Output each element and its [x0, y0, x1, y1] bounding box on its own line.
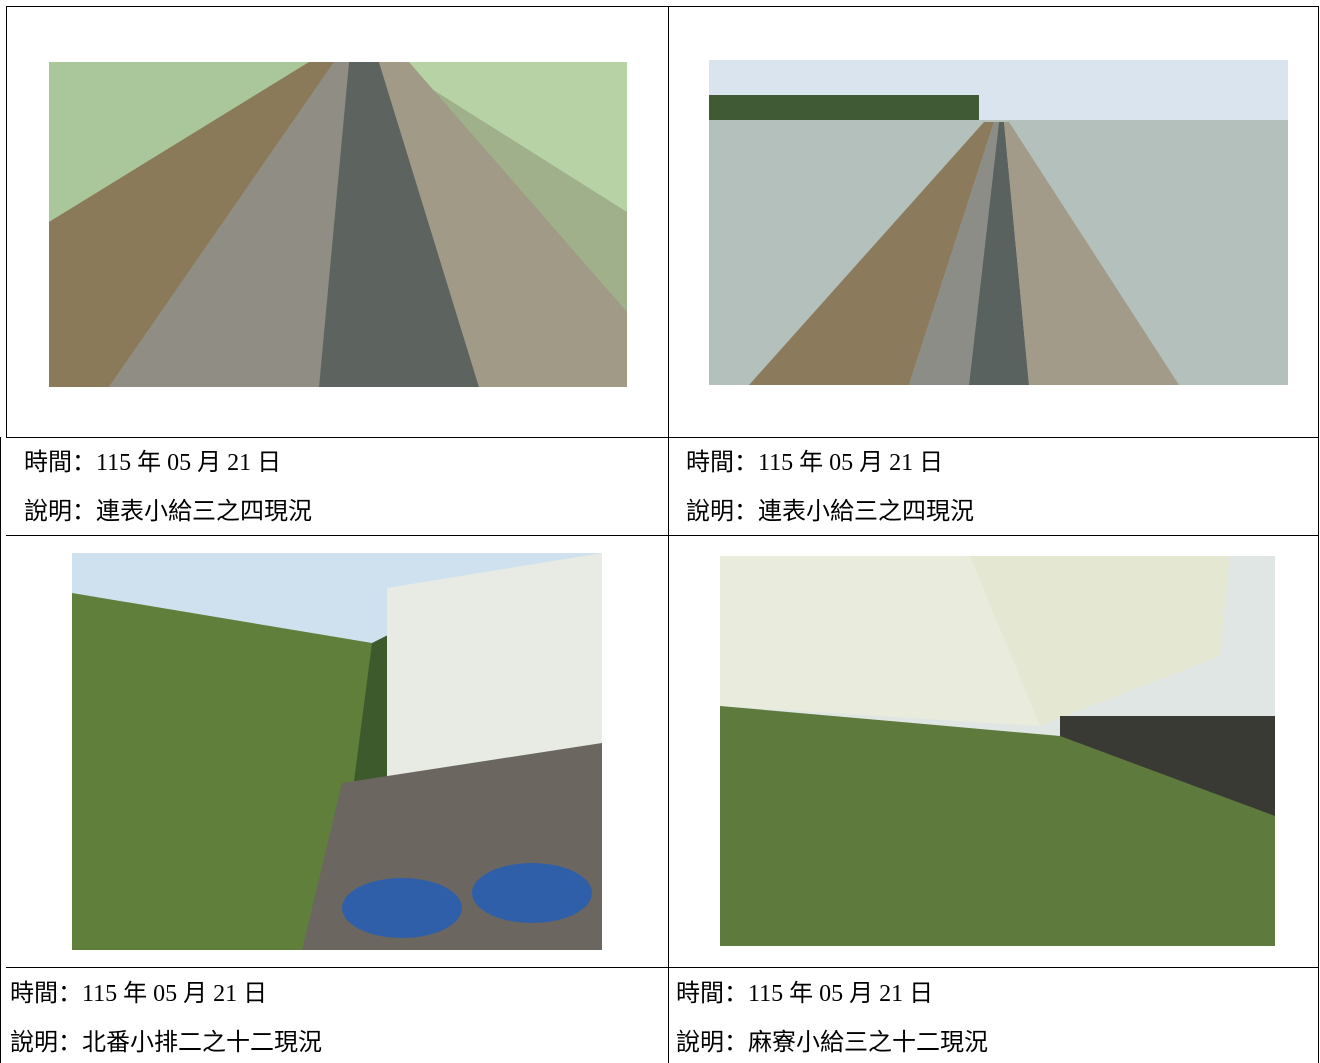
table-border [6, 535, 1319, 536]
table-border [6, 6, 1319, 7]
photo [709, 60, 1288, 385]
table-border [6, 437, 1319, 438]
table-border [6, 967, 1319, 968]
photo [720, 556, 1275, 946]
table-border [1318, 6, 1319, 1063]
photo [49, 62, 627, 387]
caption-time: 時間：115 年 05 月 21 日 [676, 981, 934, 1007]
caption-description: 說明：連表小給三之四現況 [24, 499, 312, 525]
caption-time: 時間：115 年 05 月 21 日 [24, 450, 282, 476]
caption-description: 說明：連表小給三之四現況 [686, 499, 974, 525]
table-border [0, 437, 1, 1063]
table-border [6, 6, 7, 437]
caption-description: 說明：北番小排二之十二現況 [10, 1030, 322, 1056]
caption-time: 時間：115 年 05 月 21 日 [686, 450, 944, 476]
caption-description: 說明：麻寮小給三之十二現況 [676, 1030, 988, 1056]
photo [72, 553, 602, 950]
table-border [668, 6, 669, 1063]
caption-time: 時間：115 年 05 月 21 日 [10, 981, 268, 1007]
